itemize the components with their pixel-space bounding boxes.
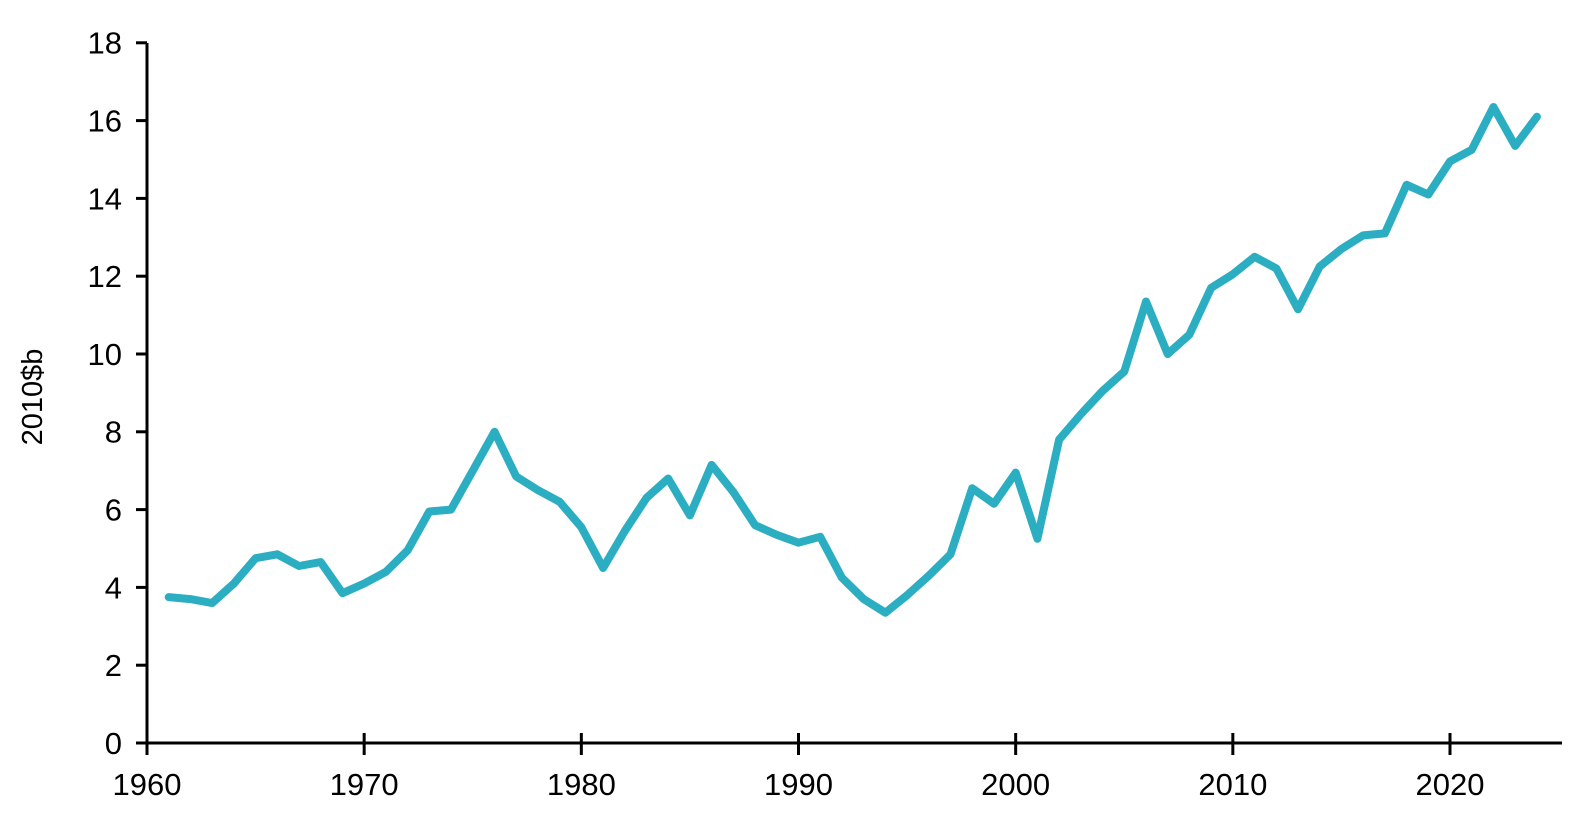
x-tick-label: 2000 <box>981 767 1050 802</box>
y-axis-title: 2010$b <box>17 349 49 446</box>
data-line <box>164 103 1541 617</box>
y-tick-label: 14 <box>88 181 122 216</box>
y-tick-label: 16 <box>88 103 122 138</box>
x-tick-label: 1970 <box>330 767 399 802</box>
y-tick-label: 6 <box>105 492 122 527</box>
x-tick-label: 2010 <box>1198 767 1267 802</box>
tick-labels: 0 2 4 6 8 10 12 14 16 18 1960 1970 1980 1990 2000 2010 2… <box>88 26 1485 802</box>
data-series <box>164 103 1541 617</box>
y-tick-label: 4 <box>105 570 122 605</box>
y-tick-label: 12 <box>88 259 122 294</box>
x-tick-label: 2020 <box>1416 767 1485 802</box>
x-tick-label: 1960 <box>113 767 182 802</box>
axes <box>136 41 1562 755</box>
x-tick-label: 1990 <box>764 767 833 802</box>
y-tick-label: 8 <box>105 415 122 450</box>
y-tick-label: 0 <box>105 726 122 761</box>
x-tick-label: 1980 <box>547 767 616 802</box>
y-tick-label: 10 <box>88 337 122 372</box>
y-tick-label: 2 <box>105 648 122 683</box>
y-tick-label: 18 <box>88 26 122 61</box>
